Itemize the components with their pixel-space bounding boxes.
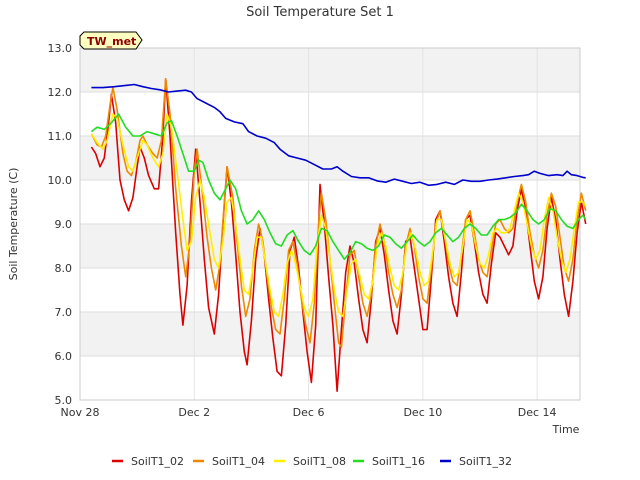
plot-band	[80, 356, 580, 400]
plot-band	[80, 136, 580, 180]
x-tick-label: Dec 6	[293, 406, 325, 419]
chart-title: Soil Temperature Set 1	[246, 5, 394, 20]
y-tick-label: 5.0	[55, 394, 73, 407]
legend-label-soilt1-08: SoilT1_08	[293, 455, 346, 468]
legend-label-soilt1-04: SoilT1_04	[212, 455, 265, 468]
y-tick-label: 7.0	[55, 306, 73, 319]
plot-band	[80, 312, 580, 356]
legend-label-soilt1-16: SoilT1_16	[372, 455, 425, 468]
plot-band	[80, 180, 580, 224]
y-tick-label: 13.0	[48, 42, 73, 55]
y-tick-label: 9.0	[55, 218, 73, 231]
y-tick-label: 8.0	[55, 262, 73, 275]
series-lines	[90, 78, 587, 392]
x-axis-label: Time	[552, 423, 580, 436]
series-line-soilt1-02	[90, 78, 587, 392]
station-badge-label: TW_met	[87, 35, 136, 48]
y-tick-label: 10.0	[48, 174, 73, 187]
y-tick-label: 11.0	[48, 130, 73, 143]
x-axis-ticks: Nov 28 Dec 2 Dec 6 Dec 10 Dec 14	[61, 406, 557, 419]
legend-label-soilt1-02: SoilT1_02	[131, 455, 184, 468]
legend-label-soilt1-32: SoilT1_32	[459, 455, 512, 468]
x-tick-label: Dec 2	[178, 406, 210, 419]
x-tick-label: Dec 10	[403, 406, 442, 419]
plot-band	[80, 92, 580, 136]
legend: SoilT1_02 SoilT1_04 SoilT1_08 SoilT1_16 Soil…	[112, 455, 512, 468]
y-tick-label: 6.0	[55, 350, 73, 363]
station-badge: TW_met	[79, 31, 143, 50]
series-line-soilt1-04	[90, 78, 587, 348]
y-tick-label: 12.0	[48, 86, 73, 99]
plot-frame	[79, 47, 581, 401]
x-tick-label: Dec 14	[518, 406, 557, 419]
plot-band	[80, 48, 580, 92]
series-line-soilt1-16	[90, 113, 587, 260]
series-line-soilt1-32	[91, 83, 586, 187]
series-line-soilt1-08	[90, 113, 587, 318]
y-axis-ticks: 5.0 6.0 7.0 8.0 9.0 10.0 11.0 12.0 13.0	[48, 42, 73, 407]
station-badge-shape	[79, 31, 143, 50]
x-tick-label: Nov 28	[61, 406, 100, 419]
y-axis-label: Soil Temperature (C)	[7, 168, 20, 281]
plot-background	[80, 48, 580, 400]
